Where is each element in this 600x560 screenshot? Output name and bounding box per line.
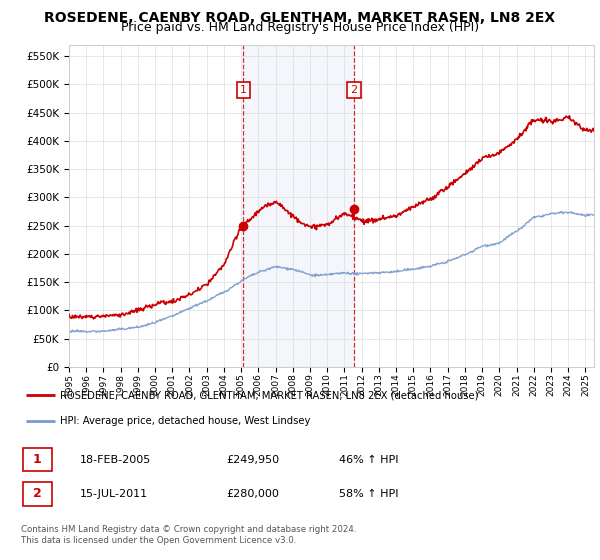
FancyBboxPatch shape: [23, 448, 52, 472]
Text: 2: 2: [33, 487, 41, 501]
Text: £249,950: £249,950: [227, 455, 280, 465]
Text: Contains HM Land Registry data © Crown copyright and database right 2024.
This d: Contains HM Land Registry data © Crown c…: [21, 525, 356, 545]
Text: ROSEDENE, CAENBY ROAD, GLENTHAM, MARKET RASEN, LN8 2EX: ROSEDENE, CAENBY ROAD, GLENTHAM, MARKET …: [44, 11, 556, 25]
Text: 1: 1: [240, 85, 247, 95]
Text: 2: 2: [350, 85, 357, 95]
Text: 46% ↑ HPI: 46% ↑ HPI: [340, 455, 399, 465]
Text: £280,000: £280,000: [227, 489, 280, 499]
Text: HPI: Average price, detached house, West Lindsey: HPI: Average price, detached house, West…: [60, 416, 311, 426]
Text: Price paid vs. HM Land Registry's House Price Index (HPI): Price paid vs. HM Land Registry's House …: [121, 21, 479, 34]
Bar: [244, 45, 354, 367]
Text: 18-FEB-2005: 18-FEB-2005: [80, 455, 151, 465]
Text: 15-JUL-2011: 15-JUL-2011: [80, 489, 148, 499]
Text: 1: 1: [33, 453, 41, 466]
Text: ROSEDENE, CAENBY ROAD, GLENTHAM, MARKET RASEN, LN8 2EX (detached house): ROSEDENE, CAENBY ROAD, GLENTHAM, MARKET …: [60, 390, 479, 400]
FancyBboxPatch shape: [23, 482, 52, 506]
Text: 58% ↑ HPI: 58% ↑ HPI: [340, 489, 399, 499]
